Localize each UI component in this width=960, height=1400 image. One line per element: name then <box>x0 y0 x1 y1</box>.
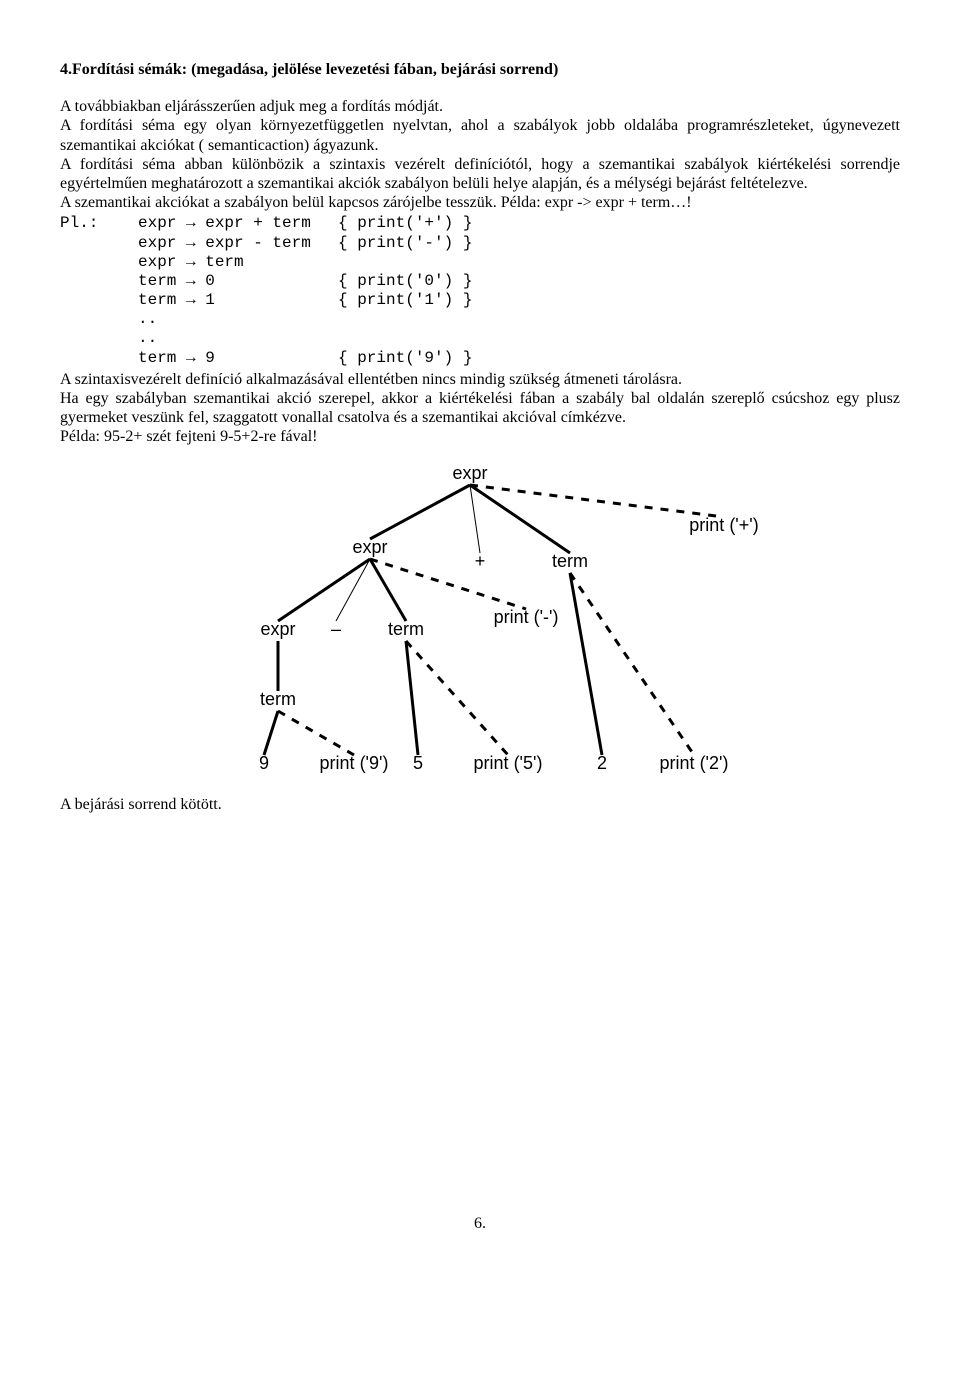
tree-node-label: expr <box>452 463 487 483</box>
code-prefix: Pl.: <box>60 214 138 233</box>
tree-node-label: print ('-') <box>494 607 559 627</box>
paragraph-5: A szintaxisvezérelt definíció alkalmazás… <box>60 370 900 389</box>
tree-edge <box>278 559 370 621</box>
grammar-rule-row: term → 9{ print('9') } <box>60 349 900 368</box>
paragraph-1: A továbbiakban eljárásszerűen adjuk meg … <box>60 97 900 116</box>
paragraph-3: A fordítási séma abban különbözik a szin… <box>60 155 900 193</box>
section-title: 4.Fordítási sémák: (megadása, jelölése l… <box>60 60 900 79</box>
tree-node-label: print ('9') <box>320 753 389 773</box>
grammar-rule-action: { print('0') } <box>338 272 472 291</box>
grammar-rule-row: expr → expr - term{ print('-') } <box>60 234 900 253</box>
tree-edge <box>570 573 602 755</box>
grammar-rule-action: { print('1') } <box>338 291 472 310</box>
grammar-rule-action: { print('-') } <box>338 234 472 253</box>
grammar-rule-left: expr → term <box>138 253 338 272</box>
tree-node-label: expr <box>260 619 295 639</box>
grammar-rule-row: .. <box>60 310 900 329</box>
grammar-rule-left: expr → expr - term <box>138 234 338 253</box>
code-prefix <box>60 272 138 291</box>
grammar-rule-left: term → 1 <box>138 291 338 310</box>
tree-edge <box>406 641 418 755</box>
tree-edge <box>406 641 508 755</box>
code-prefix <box>60 349 138 368</box>
grammar-rule-row: term → 1{ print('1') } <box>60 291 900 310</box>
tree-edge <box>264 711 278 755</box>
tree-edge <box>370 559 406 621</box>
tree-node-label: print ('+') <box>689 515 758 535</box>
grammar-rule-row: expr → term <box>60 253 900 272</box>
tree-edge <box>278 711 354 755</box>
code-prefix <box>60 310 138 329</box>
grammar-rule-left: .. <box>138 329 338 348</box>
paragraph-7: Példa: 95-2+ szét fejteni 9-5+2-re fával… <box>60 427 900 446</box>
grammar-rule-row: Pl.:expr → expr + term{ print('+') } <box>60 214 900 233</box>
code-prefix <box>60 329 138 348</box>
grammar-rule-left: term → 9 <box>138 349 338 368</box>
tree-node-label: print ('5') <box>474 753 543 773</box>
parse-tree-svg: expr expr + term print ('+') expr – term print (… <box>170 455 790 795</box>
paragraph-8: A bejárási sorrend kötött. <box>60 795 900 814</box>
tree-node-label: – <box>331 619 341 639</box>
paragraph-4: A szemantikai akciókat a szabályon belül… <box>60 193 900 212</box>
tree-node-label: 9 <box>259 753 269 773</box>
code-prefix <box>60 291 138 310</box>
tree-node-label: term <box>388 619 424 639</box>
grammar-rule-left: term → 0 <box>138 272 338 291</box>
grammar-rule-left: .. <box>138 310 338 329</box>
code-prefix <box>60 253 138 272</box>
tree-edge <box>336 559 370 621</box>
parse-tree-diagram: expr expr + term print ('+') expr – term print (… <box>60 455 900 795</box>
tree-node-label: + <box>475 551 486 571</box>
grammar-rule-left: expr → expr + term <box>138 214 338 233</box>
tree-edge <box>370 485 470 539</box>
tree-edge <box>570 573 694 755</box>
grammar-rule-row: .. <box>60 329 900 348</box>
paragraph-2: A fordítási séma egy olyan környezetfügg… <box>60 116 900 154</box>
code-prefix <box>60 234 138 253</box>
tree-node-label: print ('2') <box>660 753 729 773</box>
tree-edge <box>470 485 480 553</box>
paragraph-6: Ha egy szabályban szemantikai akció szer… <box>60 389 900 427</box>
tree-node-label: term <box>260 689 296 709</box>
page-number: 6. <box>60 1214 900 1233</box>
grammar-rule-action: { print('9') } <box>338 349 472 368</box>
tree-node-label: expr <box>352 537 387 557</box>
tree-node-label: 2 <box>597 753 607 773</box>
tree-node-label: 5 <box>413 753 423 773</box>
tree-node-label: term <box>552 551 588 571</box>
grammar-rule-action: { print('+') } <box>338 214 472 233</box>
grammar-rule-row: term → 0{ print('0') } <box>60 272 900 291</box>
grammar-code-block: Pl.:expr → expr + term{ print('+') }expr… <box>60 214 900 368</box>
